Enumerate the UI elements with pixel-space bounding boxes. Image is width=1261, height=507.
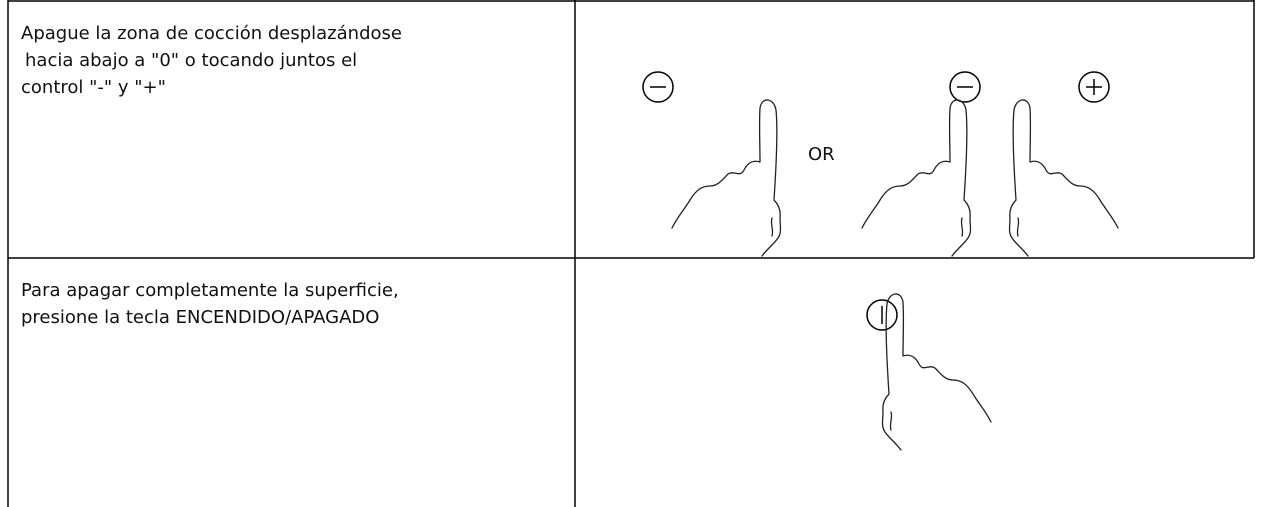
cell-text: Apague la zona de cocción desplazándose h… <box>21 23 402 98</box>
illustration <box>866 293 992 451</box>
table-borders <box>7 0 1255 507</box>
text-line: Para apagar completamente la superficie, <box>21 280 399 301</box>
or-label: OR <box>808 144 835 165</box>
row: Apague la zona de cocción desplazándose h… <box>21 23 1119 257</box>
text-line: presione la tecla ENCENDIDO/APAGADO <box>21 307 379 328</box>
row: Para apagar completamente la superficie,… <box>21 280 992 451</box>
text-line: control "-" y "+" <box>21 77 166 98</box>
cell-text: Para apagar completamente la superficie,… <box>21 280 399 328</box>
illustration: OR <box>642 71 1119 257</box>
text-line: hacia abajo a "0" o tocando juntos el <box>25 50 357 71</box>
text-line: Apague la zona de cocción desplazándose <box>21 23 402 44</box>
